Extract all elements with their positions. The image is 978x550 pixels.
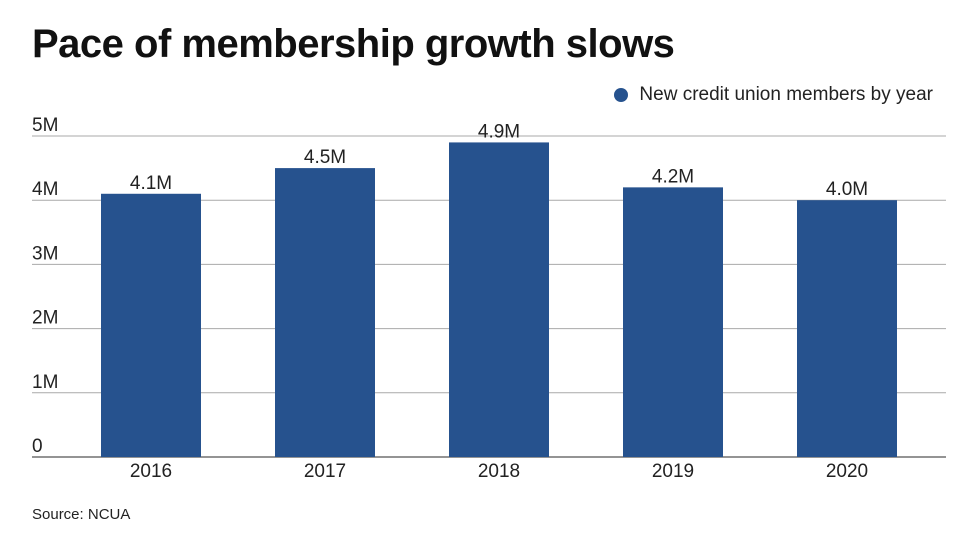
bar xyxy=(101,193,201,457)
y-tick-label: 2M xyxy=(32,308,58,329)
bar xyxy=(623,187,723,458)
data-label: 4.9M xyxy=(478,121,520,142)
data-label: 4.0M xyxy=(826,179,868,200)
source-note: Source: NCUA xyxy=(32,506,131,523)
legend: New credit union members by year xyxy=(614,84,933,106)
bar xyxy=(797,200,897,457)
y-tick-label: 0 xyxy=(32,436,43,457)
y-tick-label: 3M xyxy=(32,243,58,264)
y-tick-label: 5M xyxy=(32,115,58,136)
x-tick-label: 2017 xyxy=(304,461,346,482)
data-label: 4.5M xyxy=(304,147,346,168)
x-tick-label: 2018 xyxy=(478,461,520,482)
data-label: 4.2M xyxy=(652,166,694,187)
legend-label: New credit union members by year xyxy=(639,84,933,105)
bar xyxy=(449,142,549,458)
y-tick-label: 4M xyxy=(32,179,58,200)
chart-title: Pace of membership growth slows xyxy=(32,22,675,66)
x-tick-label: 2016 xyxy=(130,461,172,482)
legend-marker xyxy=(614,88,629,102)
y-tick-label: 1M xyxy=(32,372,58,393)
data-label: 4.1M xyxy=(130,173,172,194)
x-tick-label: 2020 xyxy=(826,461,868,482)
bar xyxy=(275,168,375,457)
x-tick-label: 2019 xyxy=(652,461,694,482)
